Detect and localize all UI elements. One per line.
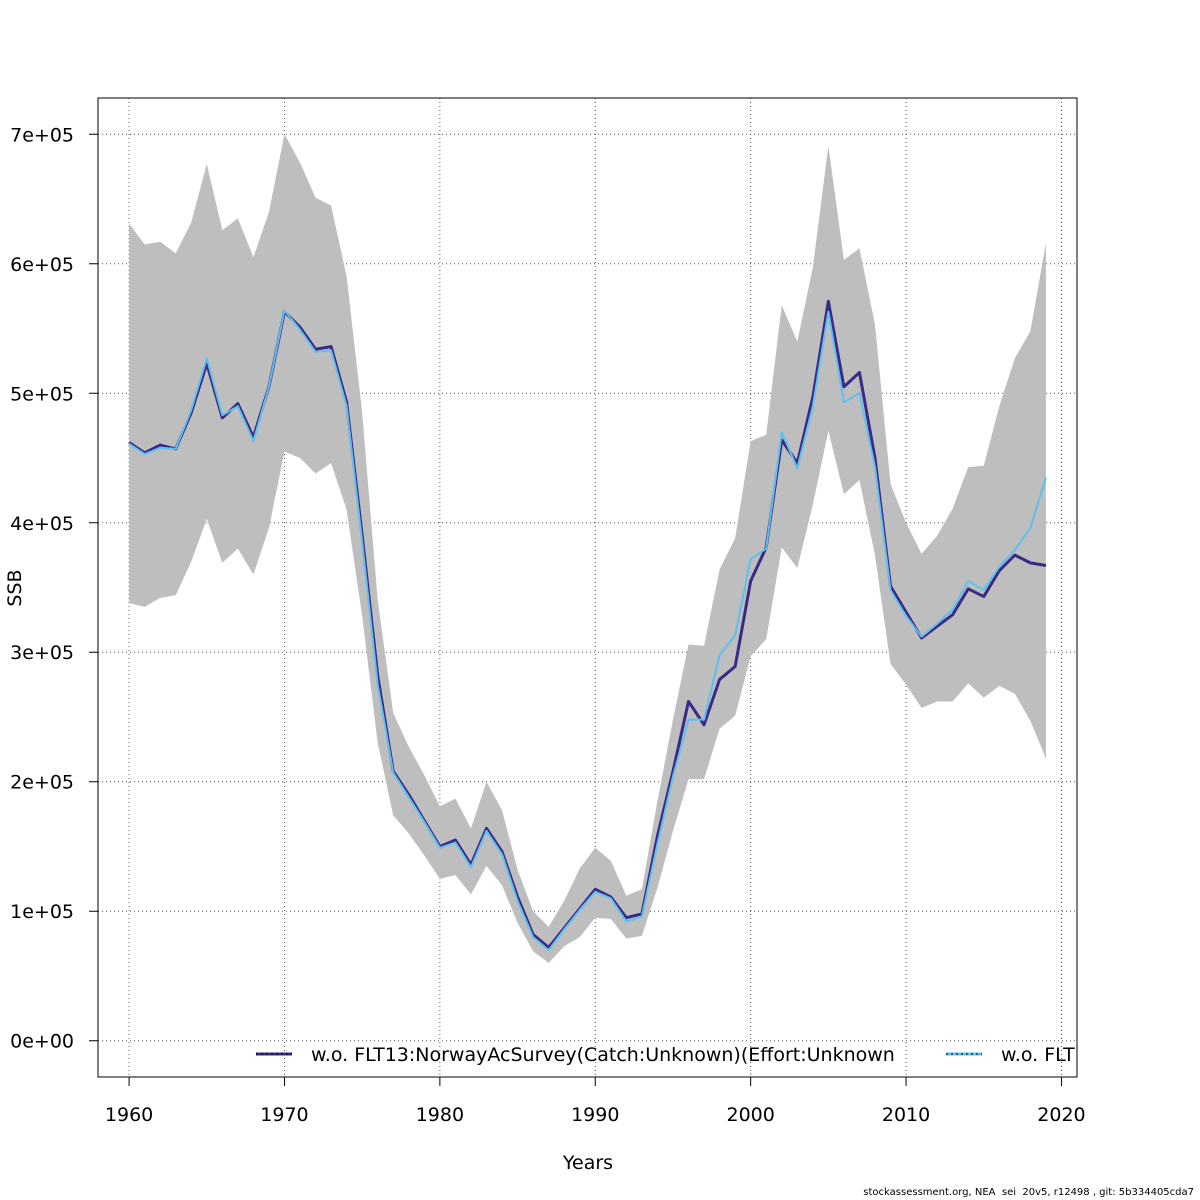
y-tick-label: 7e+05 xyxy=(10,124,74,146)
series-line-2 xyxy=(128,309,1047,952)
y-tick-label: 1e+05 xyxy=(10,901,74,923)
confidence-band-area xyxy=(129,134,1046,964)
legend: w.o. FLT13:NorwayAcSurvey(Catch:Unknown)… xyxy=(256,1044,1075,1066)
legend-label-series-1: w.o. FLT13:NorwayAcSurvey(Catch:Unknown)… xyxy=(311,1044,895,1066)
y-tick-label: 4e+05 xyxy=(10,513,74,535)
legend-label-series-2: w.o. FLT xyxy=(1001,1044,1075,1066)
x-tick-label: 2020 xyxy=(1037,1104,1085,1126)
y-tick-label: 2e+05 xyxy=(10,772,74,794)
confidence-band xyxy=(129,134,1046,964)
y-tick-label: 6e+05 xyxy=(10,254,74,276)
x-tick-label: 1960 xyxy=(105,1104,153,1126)
y-tick-label: 3e+05 xyxy=(10,642,74,664)
series-lines xyxy=(128,299,1047,952)
y-axis-title: SSB xyxy=(4,569,26,606)
x-axis: 1960 1970 1980 1990 2000 2010 2020 xyxy=(105,1076,1086,1126)
y-tick-label: 0e+00 xyxy=(10,1031,74,1053)
x-tick-label: 2000 xyxy=(726,1104,774,1126)
x-tick-label: 1980 xyxy=(416,1104,464,1126)
x-tick-label: 1970 xyxy=(260,1104,308,1126)
y-axis: 0e+00 1e+05 2e+05 3e+05 4e+05 5e+05 6e+05 7e+05 xyxy=(10,124,99,1053)
x-axis-title: Years xyxy=(562,1152,613,1174)
x-tick-label: 1990 xyxy=(571,1104,619,1126)
y-tick-label: 5e+05 xyxy=(10,383,74,405)
x-tick-label: 2010 xyxy=(882,1104,930,1126)
footer-note: stockassessment.org, NEA sei 20v5, r1249… xyxy=(863,1187,1194,1198)
